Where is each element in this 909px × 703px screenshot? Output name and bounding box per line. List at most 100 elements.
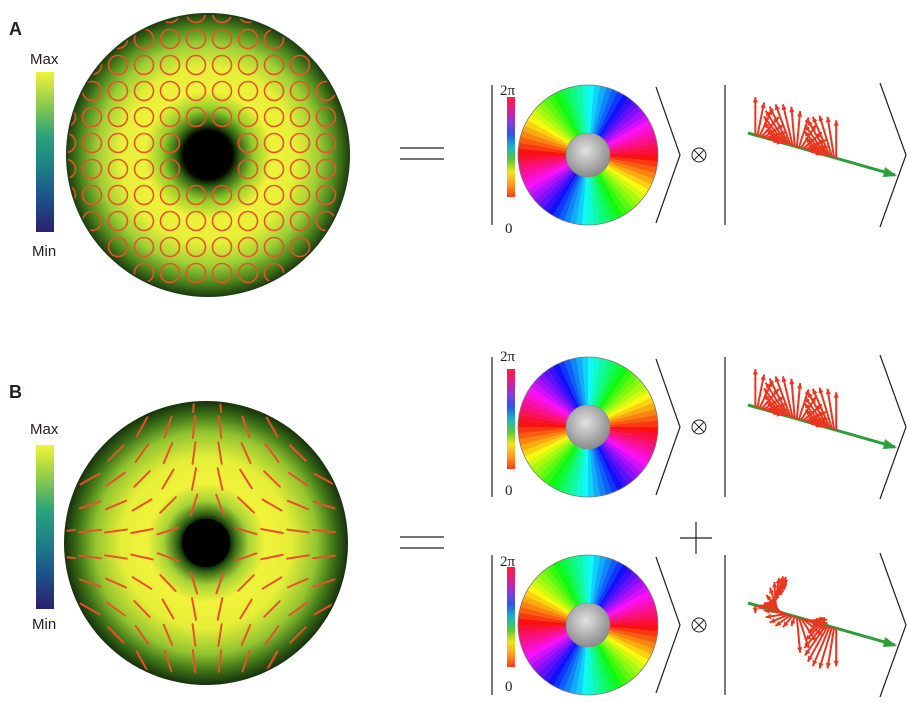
polarization-arrow	[818, 387, 834, 430]
polarization-circle	[315, 106, 337, 128]
phase-wedge	[563, 447, 583, 495]
phase-wedge	[589, 176, 601, 225]
polarization-line	[289, 626, 307, 644]
polarization-circle	[68, 132, 77, 154]
polarization-line	[215, 493, 225, 517]
phase-wedge	[606, 114, 649, 145]
polarization-line	[79, 602, 101, 616]
polarization-line	[156, 526, 180, 536]
polarization-arrowhead	[752, 97, 758, 103]
phase-wedge	[609, 430, 657, 446]
polarization-line	[240, 441, 252, 465]
polarization-circle	[68, 106, 77, 128]
dark-core	[183, 130, 233, 180]
polarization-arrow	[826, 627, 836, 669]
polarization-circle	[237, 15, 259, 24]
phase-wedge	[607, 595, 654, 618]
polarization-circle	[237, 106, 259, 128]
phase-wedge	[593, 645, 612, 693]
polarization-line	[241, 415, 251, 439]
polarization-arrowhead	[810, 124, 817, 131]
polarization-line	[131, 498, 153, 512]
phase-wedge	[538, 640, 574, 679]
phase-wedge	[599, 94, 629, 138]
polarization-line	[263, 600, 281, 618]
phase-wedge	[602, 640, 638, 679]
polarization-line	[78, 554, 102, 560]
panel-label-a: A	[9, 19, 22, 39]
polarization-line	[263, 470, 281, 488]
phase-wedge	[547, 366, 578, 409]
polarization-arrow	[806, 119, 829, 157]
polarization-line	[215, 571, 225, 595]
phase-wedge	[519, 158, 567, 174]
phase-wedge	[518, 624, 567, 632]
polarization-circle	[289, 210, 311, 232]
phase-wedge	[595, 446, 618, 493]
phase-wedge	[518, 428, 567, 440]
phase-ring-outline	[517, 84, 659, 226]
polarization-arrowhead	[763, 388, 770, 395]
polarization-arrowhead	[778, 576, 784, 583]
phase-wedge	[597, 174, 623, 219]
phase-wedge	[520, 402, 568, 422]
polarization-line	[78, 578, 102, 588]
polarization-circle	[159, 184, 181, 206]
polarization-arrows	[752, 97, 839, 159]
polarization-line	[104, 577, 128, 589]
phase-wedge	[538, 442, 574, 481]
phase-ring-outline	[517, 554, 659, 696]
polarization-arrowhead	[763, 608, 770, 614]
phase-wedge	[609, 414, 658, 426]
polarization-circle	[133, 184, 155, 206]
phase-wedge	[575, 646, 587, 695]
phase-wedge	[609, 136, 657, 152]
polarization-circle	[211, 106, 233, 128]
phase-wedge	[609, 142, 658, 154]
polarization-circle	[211, 54, 233, 76]
polarization-line	[217, 403, 223, 413]
polarization-line	[239, 598, 253, 620]
polarization-circle	[159, 106, 181, 128]
polarization-line	[191, 441, 197, 465]
polarization-arrowhead	[807, 392, 813, 399]
polarization-arrow	[756, 374, 766, 408]
polarization-arrow	[790, 378, 796, 419]
colorbar-a-min-label: Min	[32, 243, 57, 260]
polarization-circle	[107, 80, 129, 102]
polarization-arrowhead	[752, 607, 758, 614]
polarization-arrowhead	[807, 655, 813, 662]
phase-wedge	[591, 358, 607, 406]
polarization-circle	[289, 80, 311, 102]
phase-label-a-top: 2π	[500, 83, 516, 99]
polarization-line	[191, 649, 197, 673]
polarization-circle	[263, 210, 285, 232]
polarization-circle	[263, 80, 285, 102]
phase-wedge	[534, 441, 573, 477]
polarization-circle	[133, 236, 155, 258]
polarization-line	[163, 415, 173, 439]
phase-wedge	[520, 160, 568, 179]
polarization-circle	[133, 106, 155, 128]
polarization-arrow	[811, 388, 831, 429]
polarization-arrow	[768, 378, 790, 418]
phase-wedge	[598, 445, 629, 488]
polarization-arrow	[781, 376, 794, 418]
polarization-circle	[68, 158, 77, 180]
phase-wedge	[607, 590, 652, 616]
phase-wedge	[547, 172, 577, 216]
polarization-circle	[81, 106, 103, 128]
panel-label-b: B	[9, 382, 22, 402]
phase-wedge	[522, 397, 569, 420]
phase-wedge	[589, 646, 601, 695]
phase-wedge	[538, 373, 574, 412]
polarization-arrow	[795, 383, 802, 420]
polarization-circle	[315, 132, 337, 154]
polarization-line	[107, 444, 125, 462]
phase-wedge	[527, 437, 570, 468]
polarization-circle	[159, 54, 181, 76]
ket-angle-right	[879, 354, 907, 500]
phase-wedge	[575, 555, 587, 604]
phase-wedge	[581, 357, 589, 406]
phase-wedge	[553, 561, 579, 606]
